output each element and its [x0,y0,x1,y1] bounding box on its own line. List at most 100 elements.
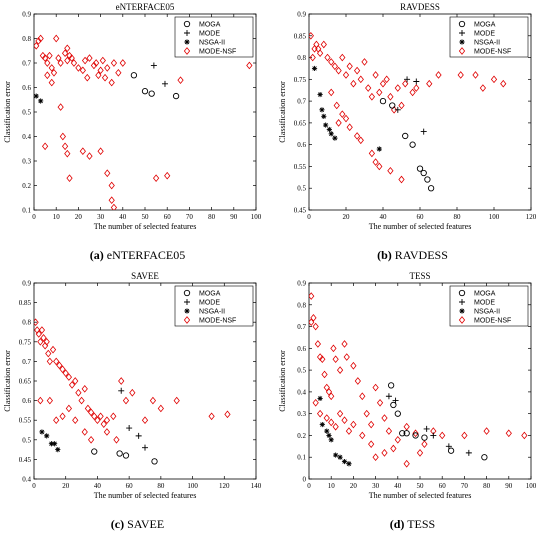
x-tick-label: 20 [62,482,70,490]
x-tick-label: 100 [187,482,198,490]
data-point [390,401,397,409]
data-point [372,158,379,166]
data-point [459,308,465,314]
data-point [39,429,45,435]
data-point [309,53,316,62]
x-tick-label: 90 [230,213,238,221]
y-tick-label: 0.75 [294,76,307,84]
data-point [53,416,60,425]
data-point [459,39,465,45]
y-tick-label: 0.1 [297,454,306,462]
data-point [41,54,49,62]
y-tick-label: 0.1 [22,207,31,215]
figure-caption: (d) TESS [275,517,550,532]
x-tick-label: 80 [157,482,165,490]
data-point [339,53,346,62]
data-point [86,54,93,62]
data-point [57,103,64,111]
series-moga [387,382,488,461]
data-point [458,316,466,324]
data-point [335,119,342,127]
data-point [48,441,55,447]
data-point [376,398,384,407]
chart-panel-a: eNTERFACE05 0 10 20 30 40 50 60 70 80 90 100 0.1 0.2 0… [0,0,275,268]
chart-title: RAVDESS [400,2,440,12]
chart-panel-b: RAVDESS 0 20 40 60 80 100 120 0.45 0.5 0.55 0.6 0.65… [275,0,550,268]
legend-box [449,285,529,327]
data-point [61,49,69,58]
legend-label: NSGA-II [474,40,500,47]
y-tick-label: 0.65 [19,378,32,386]
data-point [55,447,61,453]
data-point [421,434,428,441]
x-axis-label: The number of selected features [369,222,472,231]
data-point [81,428,88,436]
data-point [465,449,472,456]
legend: MOGA MODE NSGA-II MODE-NSF [449,285,529,327]
data-point [317,395,323,402]
x-tick-label: 50 [142,213,150,221]
y-tick-label: 0.75 [19,338,32,346]
y-tick-label: 0.8 [22,35,31,43]
data-point [317,91,323,98]
data-point [151,458,158,465]
data-point [152,174,160,182]
data-point [409,141,416,148]
data-point [149,396,157,405]
data-point [157,404,164,413]
x-tick-label: 20 [343,213,351,221]
data-point [183,316,191,324]
data-point [110,203,118,210]
data-point [361,58,368,66]
data-point [328,58,335,66]
data-point [323,414,330,422]
data-point [363,409,370,418]
data-point [86,152,93,160]
data-point [500,79,507,88]
x-tick-label: 20 [350,482,358,490]
data-point [324,428,330,434]
data-point [173,396,180,405]
y-tick-label: 0.55 [294,163,307,171]
caption-letter: (b) [377,248,392,262]
data-point [314,340,321,348]
y-tick-label: 0.6 [297,345,306,353]
y-tick-label: 0.8 [297,54,306,62]
legend-label: NSGA-II [474,309,500,316]
series-mode-nsf [34,34,253,210]
data-point [341,340,348,348]
y-tick-label: 0.45 [294,207,307,215]
data-point [390,105,398,114]
y-tick-label: 0.7 [297,98,306,106]
data-point [458,20,466,28]
data-point [357,75,364,84]
legend-label: MOGA [474,22,496,29]
data-point [337,454,343,460]
x-tick-label: 40 [94,482,102,490]
y-tick-label: 0.3 [297,410,306,418]
data-point [445,443,452,450]
data-point [53,357,60,366]
x-tick-label: 40 [380,213,388,221]
data-point [412,432,419,439]
x-tick-label: 100 [489,213,500,221]
figure-caption: (b) RAVDESS [275,248,550,263]
data-point [34,318,39,327]
data-point [312,398,319,407]
data-point [392,397,399,404]
x-tick-label: 0 [32,213,36,221]
y-tick-label: 0.45 [19,456,32,464]
y-tick-label: 0.5 [22,109,31,117]
caption-text: eNTERFACE05 [106,248,186,262]
figure-caption: (a) eNTERFACE05 [0,248,275,263]
data-point [122,452,130,459]
data-point [368,92,376,101]
data-point [481,454,488,461]
data-point [309,292,315,300]
caption-letter: (d) [389,517,405,531]
caption-text: TESS [407,517,436,531]
data-point [148,90,155,97]
data-point [394,410,401,417]
legend-label: MOGA [199,291,221,298]
x-tick-label: 0 [32,482,36,490]
